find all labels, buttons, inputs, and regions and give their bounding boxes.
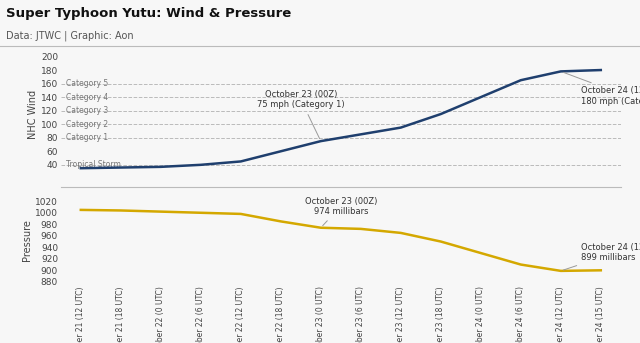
Text: October 24 (12Z)
180 mph (Category 5): October 24 (12Z) 180 mph (Category 5) <box>563 72 640 106</box>
Text: October 24 (12Z)
899 millibars: October 24 (12Z) 899 millibars <box>563 243 640 270</box>
Text: October 23 (00Z)
75 mph (Category 1): October 23 (00Z) 75 mph (Category 1) <box>257 90 344 139</box>
Text: Data: JTWC | Graphic: Aon: Data: JTWC | Graphic: Aon <box>6 31 134 42</box>
Text: Category 4: Category 4 <box>67 93 109 102</box>
Text: Category 2: Category 2 <box>67 120 109 129</box>
Text: Category 3: Category 3 <box>67 106 109 115</box>
Text: Super Typhoon Yutu: Wind & Pressure: Super Typhoon Yutu: Wind & Pressure <box>6 7 292 20</box>
Text: October 23 (00Z)
974 millibars: October 23 (00Z) 974 millibars <box>305 197 377 226</box>
Y-axis label: NHC Wind: NHC Wind <box>28 90 38 139</box>
Y-axis label: Pressure: Pressure <box>22 219 32 261</box>
Text: Category 5: Category 5 <box>67 79 109 88</box>
Text: Category 1: Category 1 <box>67 133 109 142</box>
Text: Tropical Storm: Tropical Storm <box>67 160 121 169</box>
